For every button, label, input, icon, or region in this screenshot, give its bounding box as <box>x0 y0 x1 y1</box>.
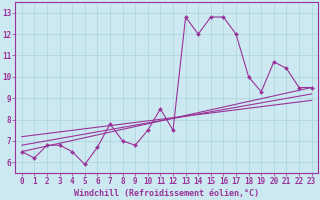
X-axis label: Windchill (Refroidissement éolien,°C): Windchill (Refroidissement éolien,°C) <box>74 189 259 198</box>
